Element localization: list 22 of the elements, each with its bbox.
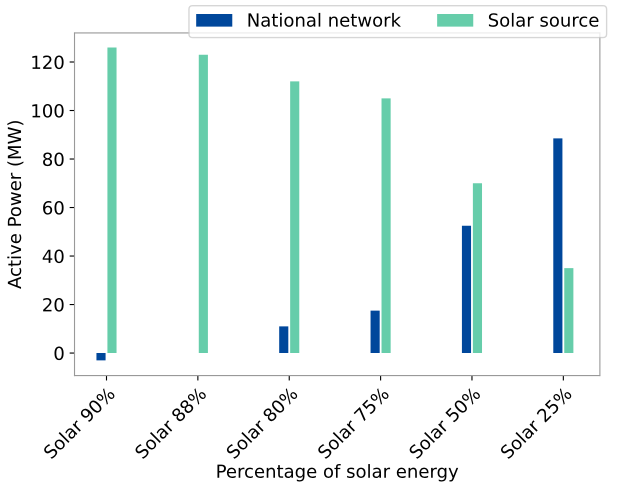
- x-axis-title: Percentage of solar energy: [217, 464, 458, 482]
- bar: [472, 183, 482, 354]
- y-tick-label: 40: [42, 250, 64, 264]
- legend-label: National network: [248, 12, 401, 27]
- bar: [553, 138, 562, 354]
- bar: [564, 268, 574, 354]
- y-tick-label: 120: [32, 55, 64, 70]
- bar: [462, 226, 472, 354]
- bar: [290, 81, 300, 354]
- y-axis-title: Active Power (MW): [7, 121, 24, 289]
- y-tick-label: 60: [43, 200, 64, 215]
- bar: [198, 54, 208, 354]
- legend-label: Solar source: [488, 12, 598, 27]
- y-tick-label: 20: [43, 298, 64, 312]
- bar: [107, 47, 117, 354]
- bar: [370, 310, 380, 354]
- bar: [279, 326, 288, 354]
- y-tick-label: 0: [54, 346, 64, 360]
- y-tick-label: 100: [32, 104, 64, 118]
- y-tick-label: 80: [43, 152, 64, 166]
- bar: [382, 98, 391, 354]
- bar: [96, 353, 106, 360]
